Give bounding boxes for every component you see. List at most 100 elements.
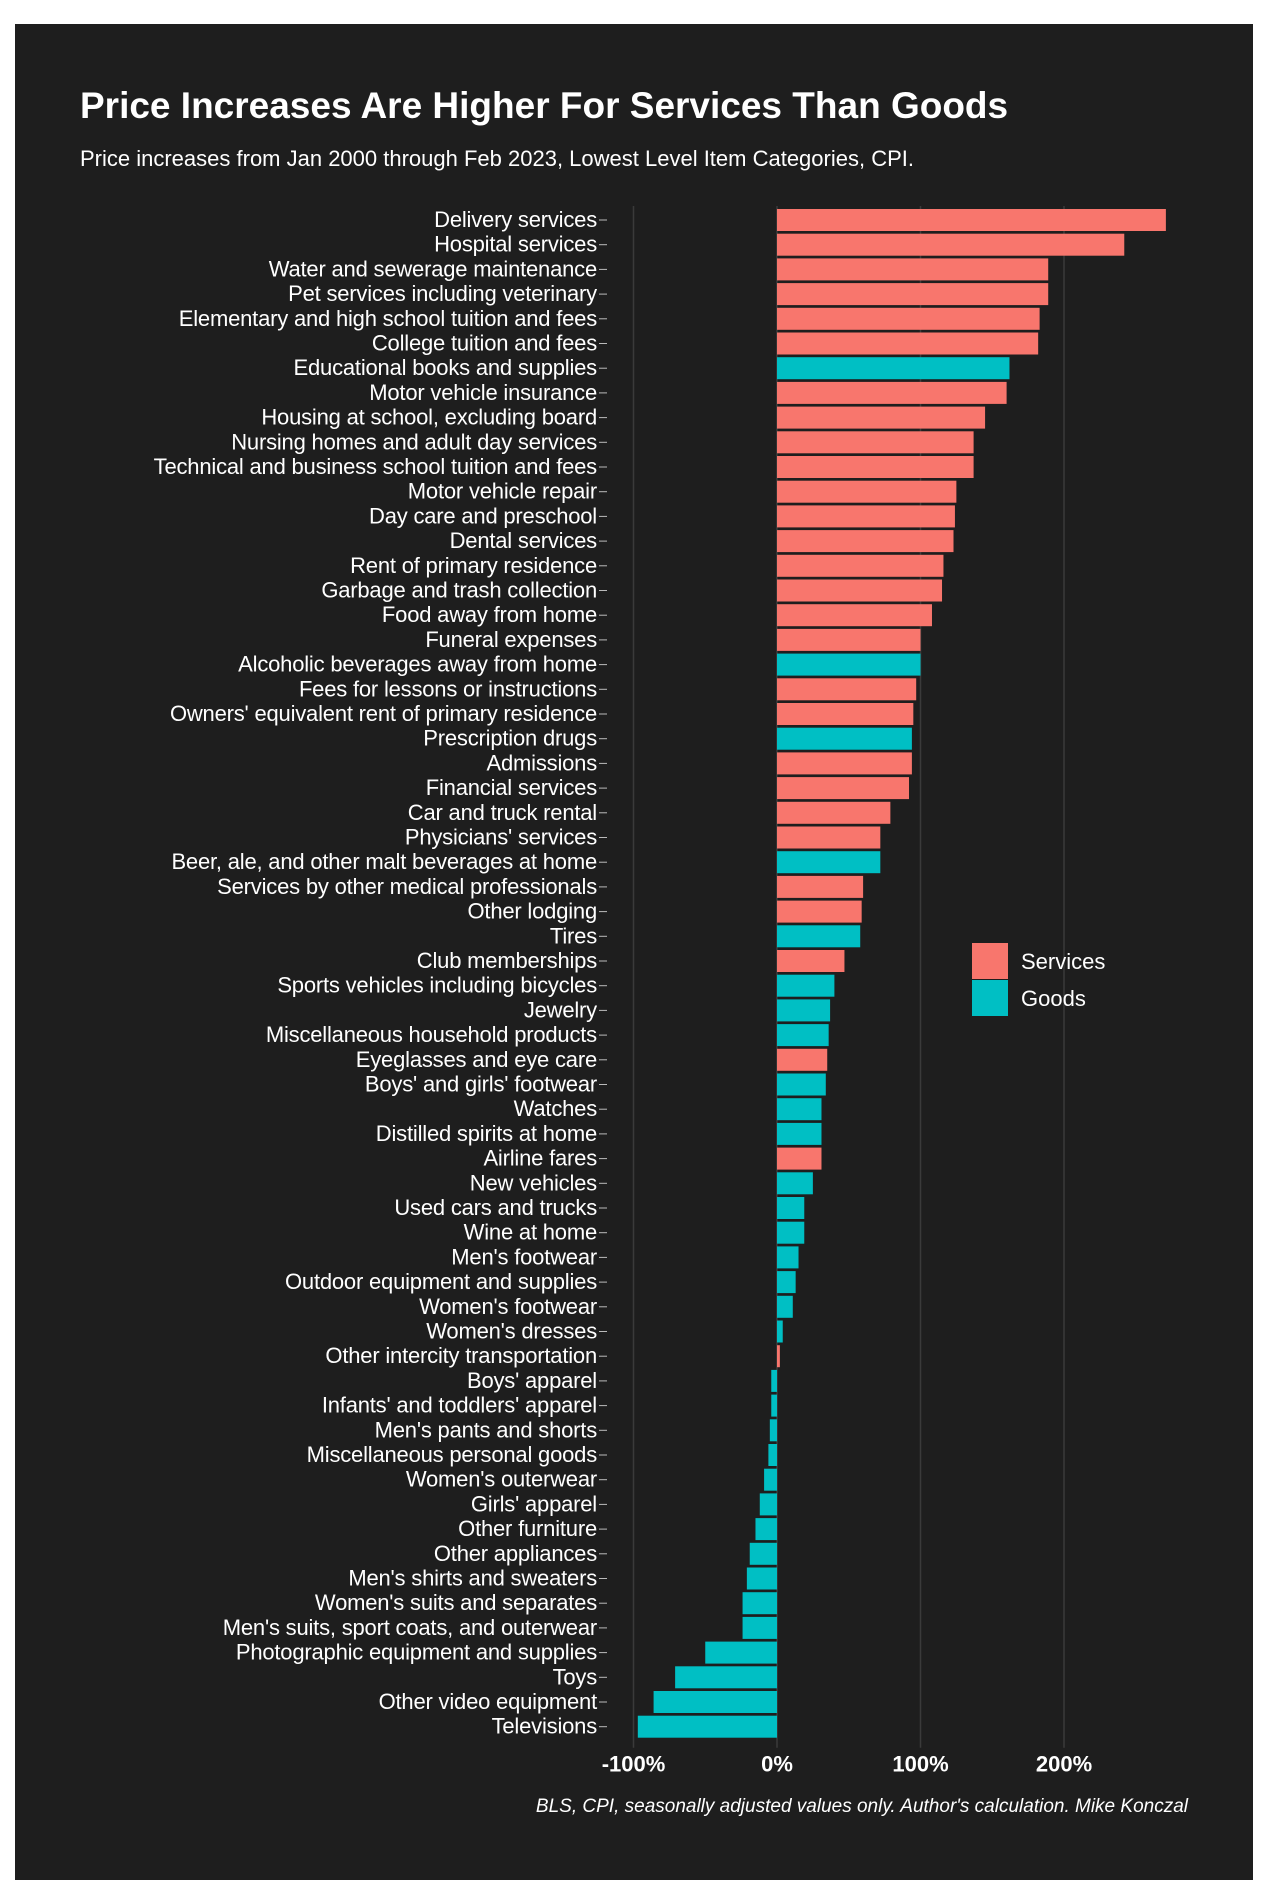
x-tick-label: 200% — [1036, 1752, 1092, 1777]
category-label: Toys — [553, 1664, 598, 1689]
category-label: Miscellaneous personal goods — [307, 1442, 598, 1467]
bar — [777, 381, 1007, 404]
category-label: Women's footwear — [419, 1294, 597, 1319]
category-label: Outdoor equipment and supplies — [285, 1269, 597, 1294]
category-label: Beer, ale, and other malt beverages at h… — [171, 849, 597, 874]
bar — [777, 406, 986, 429]
category-label: New vehicles — [470, 1170, 597, 1195]
category-label: Men's suits, sport coats, and outerwear — [223, 1615, 597, 1640]
category-label: College tuition and fees — [372, 331, 597, 356]
category-label: Women's outerwear — [406, 1467, 597, 1492]
bar — [759, 1493, 777, 1516]
bar — [777, 1073, 826, 1096]
bar — [777, 1172, 813, 1195]
bar — [777, 1122, 822, 1145]
category-label: Club memberships — [417, 948, 597, 973]
bar — [637, 1715, 777, 1738]
legend-swatch — [972, 943, 1008, 979]
category-label: Pet services including veterinary — [288, 281, 597, 306]
bar — [653, 1691, 777, 1713]
category-label: Miscellaneous household products — [266, 1022, 597, 1047]
category-label: Delivery services — [434, 207, 597, 232]
bar — [777, 530, 954, 553]
category-label: Nursing homes and adult day services — [231, 429, 597, 454]
bar — [777, 1345, 780, 1368]
category-label: Physicians' services — [405, 825, 597, 850]
x-tick-label: 100% — [892, 1752, 948, 1777]
bar — [777, 554, 944, 577]
bar — [777, 1024, 829, 1047]
category-label: Women's suits and separates — [315, 1590, 597, 1615]
category-label: Technical and business school tuition an… — [154, 454, 598, 479]
category-label: Other appliances — [434, 1541, 597, 1566]
bar — [777, 332, 1039, 355]
category-label: Televisions — [492, 1714, 598, 1739]
category-label: Photographic equipment and supplies — [236, 1640, 597, 1665]
category-label: Other intercity transportation — [325, 1343, 597, 1368]
bar — [777, 678, 917, 701]
chart-subtitle: Price increases from Jan 2000 through Fe… — [80, 146, 914, 171]
bar — [705, 1641, 777, 1664]
bar — [777, 653, 921, 676]
bar — [777, 999, 831, 1022]
bar — [777, 628, 921, 651]
bar — [777, 307, 1040, 330]
category-label: Tires — [550, 923, 597, 948]
bar — [777, 777, 910, 800]
bar — [769, 1419, 777, 1442]
bar — [777, 752, 912, 775]
category-label: Airline fares — [483, 1146, 597, 1171]
legend-label: Services — [1021, 949, 1105, 974]
bar — [777, 925, 861, 948]
category-label: Men's footwear — [451, 1244, 597, 1269]
category-label: Eyeglasses and eye care — [356, 1047, 597, 1072]
chart-title: Price Increases Are Higher For Services … — [80, 85, 1008, 126]
category-label: Men's pants and shorts — [375, 1417, 598, 1442]
bars — [637, 209, 1166, 1738]
bar — [777, 1147, 822, 1170]
category-label: Financial services — [426, 775, 597, 800]
bar — [777, 974, 835, 997]
legend: Services Goods — [972, 943, 1105, 1016]
category-label: Housing at school, excluding board — [261, 405, 597, 430]
bar — [777, 258, 1049, 281]
bar — [742, 1616, 777, 1639]
bar — [777, 727, 912, 750]
legend-swatch — [972, 980, 1008, 1016]
category-label: Men's shirts and sweaters — [348, 1566, 597, 1591]
category-label: Dental services — [450, 528, 598, 553]
bar — [675, 1666, 777, 1689]
category-label: Alcoholic beverages away from home — [238, 652, 597, 677]
category-label: Funeral expenses — [425, 627, 597, 652]
bar — [777, 875, 864, 898]
category-label: Educational books and supplies — [294, 355, 598, 380]
bar — [742, 1592, 777, 1615]
bar — [777, 357, 1010, 380]
bar — [777, 209, 1166, 231]
bar — [777, 1098, 822, 1121]
bar — [777, 431, 974, 454]
bar — [777, 505, 955, 528]
bar — [777, 950, 845, 972]
category-label: Boys' apparel — [467, 1368, 597, 1393]
bar — [777, 233, 1125, 256]
bar — [777, 703, 914, 725]
category-label: Rent of primary residence — [350, 553, 597, 578]
bar — [777, 851, 881, 874]
category-label: Motor vehicle repair — [408, 479, 597, 504]
source-note: BLS, CPI, seasonally adjusted values onl… — [536, 1796, 1189, 1817]
bar — [777, 579, 943, 602]
category-label: Sports vehicles including bicycles — [277, 973, 597, 998]
bar — [777, 1197, 805, 1219]
legend-label: Goods — [1021, 986, 1086, 1011]
x-axis-ticks: -100% 0% 100% 200% — [602, 1752, 1092, 1777]
bar — [764, 1468, 777, 1491]
bar — [777, 1320, 783, 1343]
category-label: Infants' and toddlers' apparel — [322, 1393, 597, 1418]
category-label: Watches — [514, 1096, 598, 1121]
category-label: Prescription drugs — [423, 726, 597, 751]
category-label: Day care and preschool — [369, 503, 597, 528]
bar — [777, 1221, 805, 1244]
